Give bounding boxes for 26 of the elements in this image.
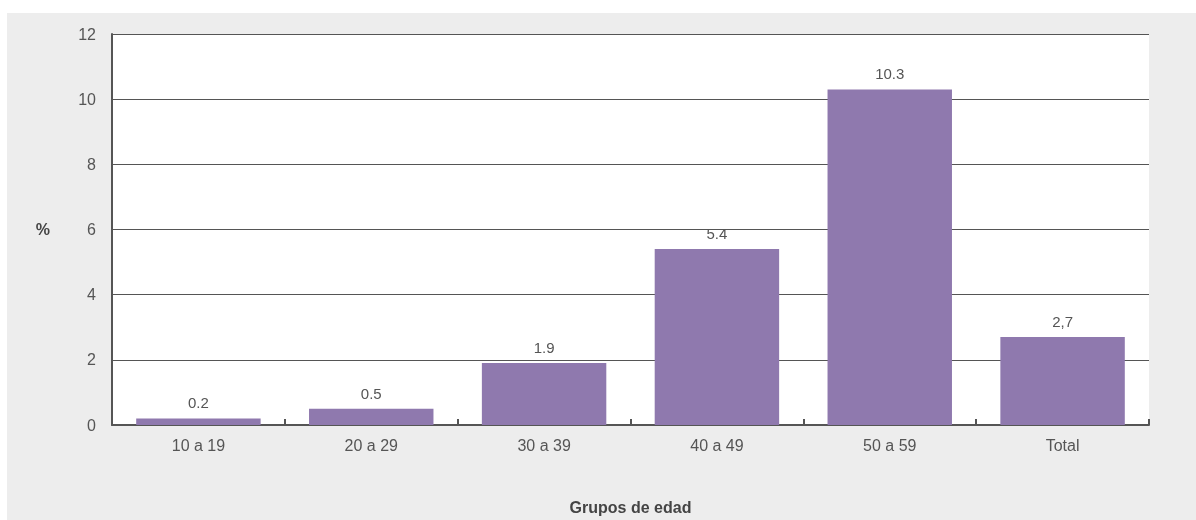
bar: [827, 89, 952, 425]
bar: [481, 363, 607, 425]
bar: [1000, 337, 1125, 425]
y-tick-label: 10: [78, 90, 97, 108]
data-label: 0.5: [360, 384, 382, 402]
y-tick-label: 8: [87, 155, 97, 173]
x-tick-label: 40 a 49: [690, 436, 744, 454]
x-axis-title: Grupos de edad: [569, 498, 692, 516]
data-label: 1.9: [533, 339, 555, 357]
bar: [309, 408, 434, 425]
y-tick-label: 12: [78, 25, 97, 43]
y-tick-label: 0: [87, 416, 97, 434]
data-label: 0.2: [187, 394, 209, 412]
bar: [136, 418, 261, 425]
y-tick-label: 6: [87, 221, 97, 238]
x-tick-label: 20 a 29: [344, 436, 399, 454]
data-label: 10.3: [875, 65, 905, 83]
x-tick-label: Total: [1045, 436, 1080, 454]
x-tick-label: 50 a 59: [863, 436, 917, 454]
y-tick-label: 4: [87, 286, 97, 304]
x-tick-label: 10 a 19: [171, 436, 226, 454]
data-label: 2,7: [1052, 313, 1074, 331]
y-axis-title: %: [35, 221, 50, 238]
bar: [654, 249, 780, 425]
x-tick-label: 30 a 39: [517, 436, 571, 454]
y-tick-label: 2: [87, 351, 97, 369]
